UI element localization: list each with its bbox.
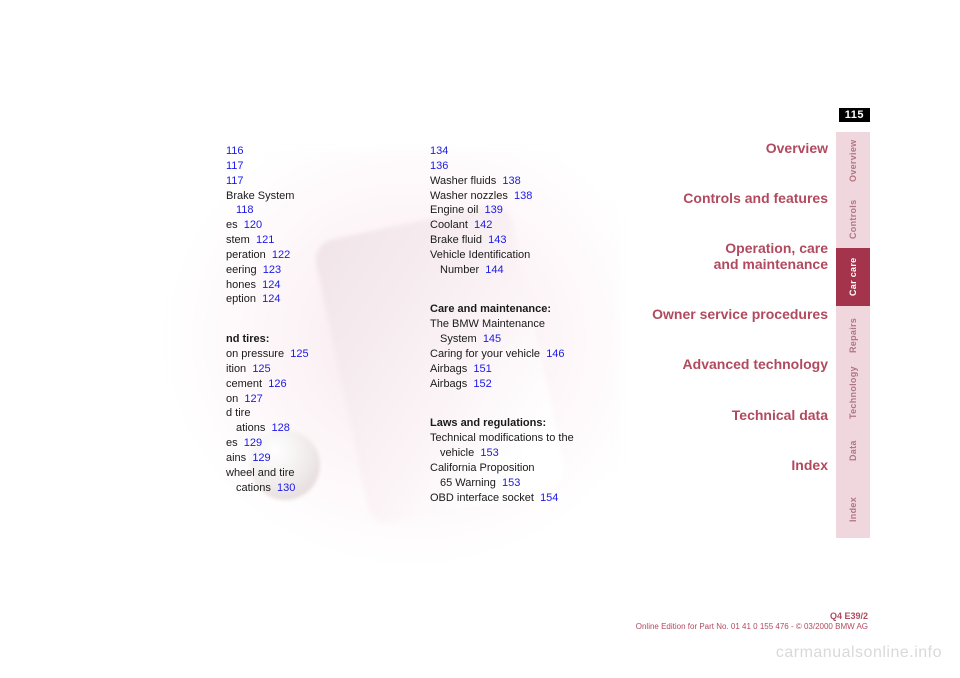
toc-entry[interactable]: 117 bbox=[226, 174, 416, 189]
toc-entry: Laws and regulations: bbox=[430, 416, 630, 431]
toc-entry[interactable]: 117 bbox=[226, 159, 416, 174]
toc-entry[interactable]: Washer nozzles 138 bbox=[430, 189, 630, 204]
footer-model: Q4 E39/2 bbox=[636, 611, 868, 622]
toc-entry[interactable]: eption 124 bbox=[226, 292, 416, 307]
toc-entry[interactable]: es 120 bbox=[226, 218, 416, 233]
toc-entry[interactable]: ains 129 bbox=[226, 451, 416, 466]
toc-entry[interactable]: hones 124 bbox=[226, 278, 416, 293]
side-tab[interactable]: Controls bbox=[836, 190, 870, 248]
toc-entry[interactable]: ition 125 bbox=[226, 362, 416, 377]
toc-column-right: 134136Washer fluids 138Washer nozzles 13… bbox=[430, 144, 630, 505]
toc-entry[interactable]: vehicle 153 bbox=[430, 446, 630, 461]
toc-entry: wheel and tire bbox=[226, 466, 416, 481]
watermark: carmanualsonline.info bbox=[776, 644, 942, 662]
toc-entry[interactable]: es 129 bbox=[226, 436, 416, 451]
toc-entry[interactable]: Brake fluid 143 bbox=[430, 233, 630, 248]
footer-edition: Online Edition for Part No. 01 41 0 155 … bbox=[636, 622, 868, 632]
nav-item[interactable]: Advanced technology bbox=[652, 356, 828, 372]
toc-entry: Technical modifications to the bbox=[430, 431, 630, 446]
page-number-tab: 115 bbox=[839, 108, 870, 122]
toc-entry[interactable]: 118 bbox=[226, 203, 416, 218]
toc-entry[interactable]: System 145 bbox=[430, 332, 630, 347]
toc-entry: Brake System bbox=[226, 189, 416, 204]
toc-entry[interactable]: cement 126 bbox=[226, 377, 416, 392]
toc-entry[interactable]: on pressure 125 bbox=[226, 347, 416, 362]
toc-entry: d tire bbox=[226, 406, 416, 421]
toc-entry[interactable]: peration 122 bbox=[226, 248, 416, 263]
toc-entry[interactable]: eering 123 bbox=[226, 263, 416, 278]
toc-entry bbox=[430, 392, 630, 407]
toc-entry[interactable]: ations 128 bbox=[226, 421, 416, 436]
section-nav: Overview Controls and features Operation, … bbox=[652, 140, 828, 507]
side-tab[interactable]: Index bbox=[836, 480, 870, 538]
toc-entry[interactable]: Caring for your vehicle 146 bbox=[430, 347, 630, 362]
footer: Q4 E39/2 Online Edition for Part No. 01 … bbox=[636, 611, 868, 632]
toc-entry[interactable]: 134 bbox=[430, 144, 630, 159]
nav-item[interactable]: Operation, careand maintenance bbox=[652, 240, 828, 272]
toc-entry[interactable]: OBD interface socket 154 bbox=[430, 491, 630, 506]
nav-item[interactable]: Overview bbox=[652, 140, 828, 156]
toc-entry: California Proposition bbox=[430, 461, 630, 476]
nav-item[interactable]: Index bbox=[652, 457, 828, 473]
toc-entry[interactable]: 65 Warning 153 bbox=[430, 476, 630, 491]
toc-entry[interactable]: cations 130 bbox=[226, 481, 416, 496]
side-tab[interactable]: Technology bbox=[836, 364, 870, 422]
toc-entry[interactable]: stem 121 bbox=[226, 233, 416, 248]
toc-entry: Care and maintenance: bbox=[430, 302, 630, 317]
toc-entry[interactable]: 116 bbox=[226, 144, 416, 159]
nav-item[interactable]: Owner service procedures bbox=[652, 306, 828, 322]
side-tab[interactable]: Data bbox=[836, 422, 870, 480]
toc-entry: The BMW Maintenance bbox=[430, 317, 630, 332]
toc-entry: nd tires: bbox=[226, 332, 416, 347]
side-tab-strip: OverviewControlsCar careRepairsTechnolog… bbox=[836, 132, 870, 538]
side-tab[interactable]: Overview bbox=[836, 132, 870, 190]
side-tab[interactable]: Repairs bbox=[836, 306, 870, 364]
nav-item[interactable]: Controls and features bbox=[652, 190, 828, 206]
toc-entry[interactable]: on 127 bbox=[226, 392, 416, 407]
toc-entry bbox=[226, 307, 416, 322]
toc-entry[interactable]: 136 bbox=[430, 159, 630, 174]
toc-entry[interactable]: Washer fluids 138 bbox=[430, 174, 630, 189]
toc-entry: Vehicle Identification bbox=[430, 248, 630, 263]
toc-entry[interactable]: Coolant 142 bbox=[430, 218, 630, 233]
toc-entry[interactable]: Airbags 151 bbox=[430, 362, 630, 377]
toc-entry[interactable]: Airbags 152 bbox=[430, 377, 630, 392]
toc-column-left: 116117117Brake System118es 120stem 121pe… bbox=[226, 144, 416, 495]
toc-entry[interactable]: Number 144 bbox=[430, 263, 630, 278]
toc-entry bbox=[430, 278, 630, 293]
nav-item[interactable]: Technical data bbox=[652, 407, 828, 423]
side-tab[interactable]: Car care bbox=[836, 248, 870, 306]
toc-entry[interactable]: Engine oil 139 bbox=[430, 203, 630, 218]
